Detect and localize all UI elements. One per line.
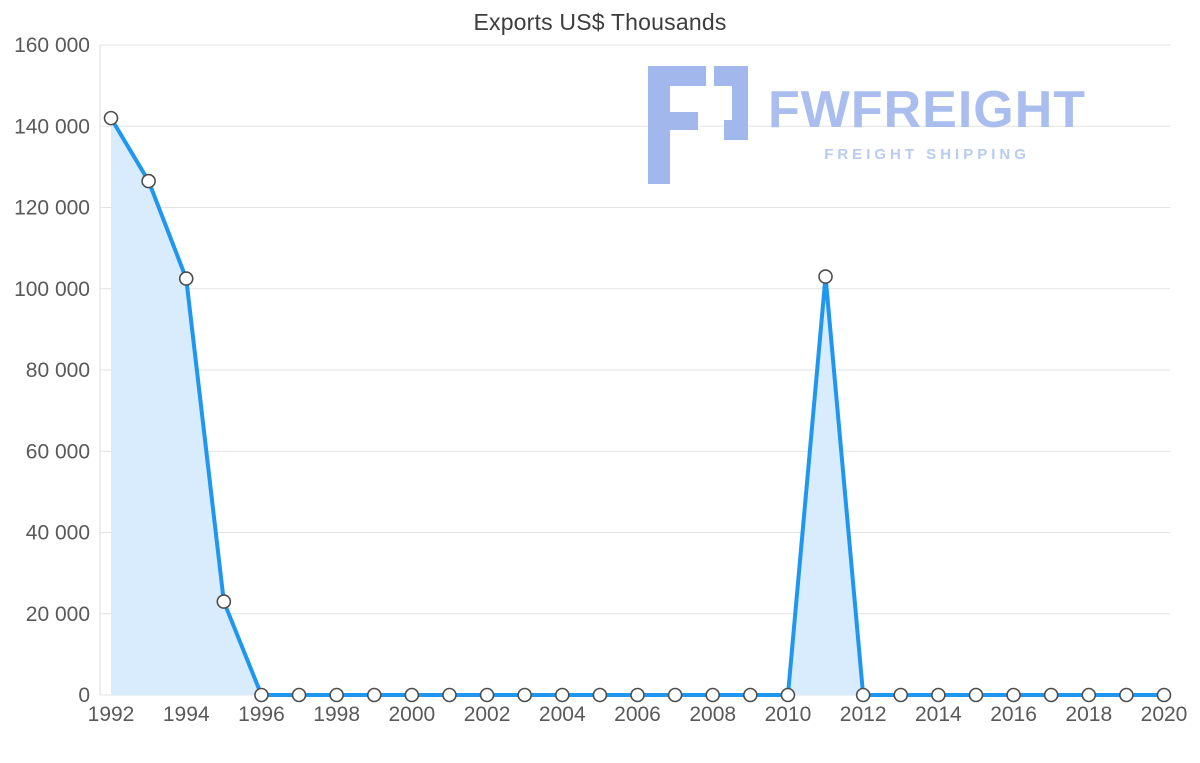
x-axis-label: 2002 [464, 703, 511, 726]
brand-name: FWFREIGHT [768, 81, 1087, 139]
x-axis-label: 2010 [765, 703, 812, 726]
data-point-marker [254, 687, 269, 703]
y-axis-label: 80 000 [26, 359, 90, 382]
brand-watermark: FWFREIGHT FREIGHT SHIPPING [648, 66, 1086, 184]
x-axis-label: 1994 [163, 703, 210, 726]
data-point-marker [667, 687, 683, 703]
chart-title: Exports US$ Thousands [473, 9, 727, 35]
y-axis-label: 0 [78, 684, 90, 707]
x-axis-label: 2008 [689, 703, 736, 726]
area-fill [111, 118, 1164, 695]
x-axis-label: 1992 [88, 703, 135, 726]
x-axis-label: 2020 [1141, 703, 1188, 726]
brand-text-block: FWFREIGHT FREIGHT SHIPPING [768, 66, 1086, 163]
brand-tagline: FREIGHT SHIPPING [824, 146, 1030, 163]
line-series [109, 116, 1166, 697]
data-point-marker [592, 687, 608, 703]
x-axis-label: 2000 [388, 703, 435, 726]
data-point-marker [404, 687, 420, 703]
data-point-marker [968, 687, 984, 703]
x-axis-label: 2012 [840, 703, 887, 726]
x-axis-label: 2004 [539, 703, 586, 726]
data-point-marker [554, 687, 570, 703]
brand-logo-icon [648, 66, 748, 184]
y-axis-label: 20 000 [26, 603, 90, 626]
data-point-marker [1081, 687, 1097, 703]
data-point-marker [479, 687, 495, 703]
data-point-marker [366, 687, 382, 703]
data-point-marker [216, 594, 232, 609]
data-point-marker [1006, 687, 1021, 703]
data-point-marker [743, 687, 758, 703]
data-point-marker [705, 687, 721, 703]
data-point-marker [517, 687, 532, 703]
y-axis-label: 100 000 [14, 278, 90, 301]
data-point-marker [442, 687, 457, 703]
x-axis-label: 2006 [614, 703, 661, 726]
y-axis-label: 40 000 [26, 522, 90, 545]
x-axis-label: 2016 [990, 703, 1037, 726]
data-point-marker [818, 269, 833, 284]
data-point-marker [1156, 687, 1172, 703]
x-axis-label: 2018 [1065, 703, 1112, 726]
y-axis-label: 60 000 [26, 440, 90, 463]
x-axis-label: 1996 [238, 703, 285, 726]
data-point-marker [931, 687, 946, 703]
y-axis-label: 140 000 [14, 115, 90, 138]
x-axis-label: 1998 [313, 703, 360, 726]
data-point-marker [1043, 687, 1059, 703]
data-point-marker [141, 173, 156, 189]
data-point-marker [178, 271, 194, 286]
x-axis-label: 2014 [915, 703, 962, 726]
data-point-marker [855, 687, 871, 703]
data-point-marker [893, 687, 909, 703]
data-point-marker [1119, 687, 1134, 703]
y-axis-label: 160 000 [14, 34, 90, 57]
data-point-marker [630, 687, 645, 703]
data-point-marker [291, 687, 307, 703]
data-point-marker [329, 687, 344, 703]
data-point-marker [103, 110, 119, 126]
data-point-marker [780, 687, 796, 703]
y-axis-label: 120 000 [14, 197, 90, 220]
